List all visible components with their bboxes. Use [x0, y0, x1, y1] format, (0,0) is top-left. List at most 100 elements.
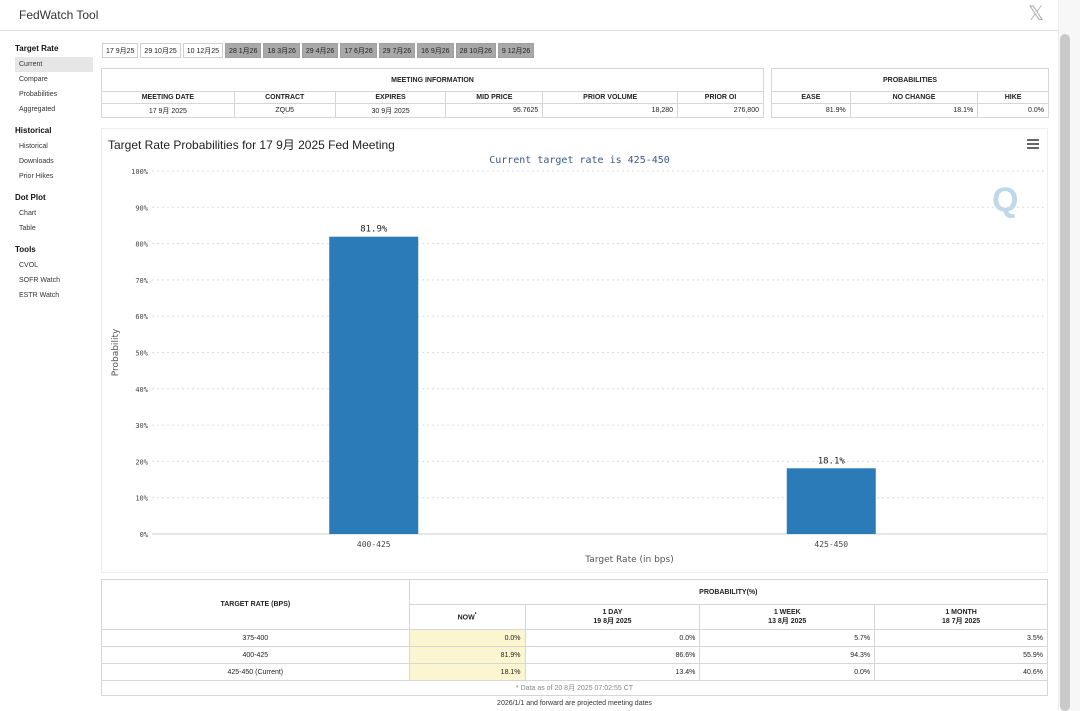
sidebar-item-compare[interactable]: Compare — [19, 76, 48, 83]
col-hike: HIKE — [977, 91, 1049, 104]
y-axis-label: Probability — [111, 328, 121, 376]
col-prior-oi: PRIOR OI — [677, 91, 764, 104]
col-no-change: NO CHANGE — [849, 91, 979, 104]
bar-425-450 — [786, 468, 876, 534]
target-rate-header: TARGET RATE (BPS) — [101, 579, 410, 630]
x-tick-label: 425-450 — [814, 540, 848, 549]
meeting-tab[interactable]: 28 10月26 — [455, 43, 496, 58]
y-tick-label: 60% — [135, 313, 148, 321]
probabilities-heading: PROBABILITIES — [771, 68, 1049, 92]
y-tick-label: 80% — [135, 241, 148, 249]
cell-day: 86.6% — [524, 646, 701, 664]
probability-header: PROBABILITY(%) — [408, 579, 1049, 605]
y-tick-label: 90% — [135, 204, 148, 212]
contract-value: ZQU5 — [233, 103, 336, 118]
meeting-date-value: 17 9月 2025 — [101, 103, 235, 118]
y-tick-label: 50% — [135, 350, 148, 358]
sidebar-item-chart[interactable]: Chart — [19, 210, 37, 217]
prior-volume-value: 18,280 — [542, 103, 679, 118]
col-contract: CONTRACT — [233, 91, 336, 104]
cell-day: 0.0% — [524, 629, 701, 647]
col-expires: EXPIRES — [334, 91, 447, 104]
cell-now: 81.9% — [408, 646, 526, 664]
bar-400-425 — [329, 236, 419, 534]
meeting-date-tabs: 17 9月25 29 10月25 10 12月25 28 1月26 18 3月26 29 … — [102, 43, 535, 58]
y-tick-label: 10% — [135, 495, 148, 503]
sidebar-item-cvol[interactable]: CVOL — [19, 262, 39, 269]
meeting-information-table: MEETING INFORMATION MEETING DATE CONTRAC… — [101, 68, 764, 118]
close-icon[interactable]: 𝕏 — [1028, 3, 1045, 25]
meeting-information-heading: MEETING INFORMATION — [101, 68, 764, 92]
cell-month: 55.9% — [874, 646, 1048, 664]
cell-rate: 400-425 — [101, 646, 410, 664]
sidebar-item-estr-watch[interactable]: ESTR Watch — [19, 292, 60, 299]
sidebar-item-downloads[interactable]: Downloads — [19, 158, 54, 165]
sidebar-item-current[interactable]: Current — [15, 57, 93, 72]
x-axis-label: Target Rate (in bps) — [584, 555, 673, 565]
app-title: FedWatch Tool — [19, 8, 99, 22]
y-tick-label: 40% — [135, 386, 148, 394]
probabilities-summary-table: PROBABILITIES EASE NO CHANGE HIKE 81.9% … — [771, 68, 1049, 118]
target-rate-probability-table: TARGET RATE (BPS) PROBABILITY(%) NOW* 1 … — [101, 579, 1049, 696]
y-tick-label: 20% — [135, 458, 148, 466]
sidebar-item-probabilities[interactable]: Probabilities — [19, 91, 58, 98]
cell-rate: 375-400 — [101, 629, 410, 647]
chart-subtitle: Current target rate is 425-450 — [489, 155, 670, 166]
x-tick-label: 400-425 — [357, 540, 391, 549]
prior-oi-value: 276,800 — [677, 103, 764, 118]
cell-now: 0.0% — [408, 629, 526, 647]
y-tick-label: 0% — [140, 531, 149, 539]
col-meeting-date: MEETING DATE — [101, 91, 235, 104]
sidebar-item-historical[interactable]: Historical — [19, 143, 48, 150]
title-bar: FedWatch Tool 𝕏 — [0, 0, 1058, 31]
no-change-value: 18.1% — [849, 103, 979, 118]
now-header: NOW* — [408, 604, 526, 630]
sidebar-heading: Historical — [15, 126, 52, 135]
cell-week: 94.3% — [699, 646, 876, 664]
meeting-tab[interactable]: 29 7月26 — [378, 43, 416, 58]
sidebar-heading: Dot Plot — [15, 193, 46, 202]
meeting-tab[interactable]: 17 6月26 — [340, 43, 377, 58]
meeting-tab[interactable]: 29 10月25 — [140, 43, 181, 58]
meeting-tab[interactable]: 18 3月26 — [263, 43, 300, 58]
sidebar-heading: Target Rate — [15, 44, 59, 53]
col-prior-volume: PRIOR VOLUME — [542, 91, 679, 104]
data-as-of-note: * Data as of 20 8月 2025 07:02:55 CT — [101, 680, 1048, 696]
cell-month: 3.5% — [874, 629, 1048, 647]
meeting-tab[interactable]: 10 12月25 — [182, 43, 224, 58]
meeting-tab[interactable]: 17 9月25 — [102, 43, 139, 58]
sidebar-item-aggregated[interactable]: Aggregated — [19, 106, 56, 113]
y-tick-label: 70% — [135, 277, 148, 285]
cell-rate: 425-450 (Current) — [101, 663, 410, 681]
y-tick-label: 30% — [135, 422, 148, 430]
y-tick-label: 100% — [131, 168, 149, 176]
hamburger-menu-icon[interactable] — [1027, 139, 1039, 149]
expires-value: 30 9月 2025 — [334, 103, 447, 118]
projected-dates-footnote: 2026/1/1 and forward are projected meeti… — [497, 700, 652, 707]
hike-value: 0.0% — [977, 103, 1049, 118]
data-label: 81.9% — [360, 225, 388, 235]
meeting-tab[interactable]: 16 9月26 — [417, 43, 454, 58]
meeting-tab[interactable]: 9 12月26 — [497, 43, 535, 58]
sidebar-nav: Target Rate Current Compare Probabilities Ag… — [15, 44, 93, 303]
table-row: 400-425 81.9% 86.6% 94.3% 55.9% — [101, 646, 1048, 664]
meeting-tab[interactable]: 29 4月26 — [301, 43, 339, 58]
col-ease: EASE — [771, 91, 851, 104]
scrollbar-thumb[interactable] — [1060, 34, 1070, 711]
sidebar-item-table[interactable]: Table — [19, 225, 36, 232]
table-row: 425-450 (Current) 18.1% 13.4% 0.0% 40.6% — [101, 663, 1048, 681]
one-month-header: 1 MONTH 18 7月 2025 — [874, 604, 1048, 630]
meeting-tab[interactable]: 28 1月26 — [225, 43, 262, 58]
bar-chart: Current target rate is 425-450 0% 10% 20% 30… — [111, 155, 1047, 565]
data-label: 18.1% — [818, 456, 846, 466]
sidebar-item-sofr-watch[interactable]: SOFR Watch — [19, 277, 60, 284]
mid-price-value: 95.7625 — [445, 103, 544, 118]
chart-title: Target Rate Probabilities for 17 9月 2025… — [108, 138, 395, 152]
ease-value: 81.9% — [771, 103, 851, 118]
cell-day: 13.4% — [524, 663, 701, 681]
sidebar-item-prior-hikes[interactable]: Prior Hikes — [19, 173, 54, 180]
probability-chart-panel: Target Rate Probabilities for 17 9月 2025… — [101, 128, 1048, 573]
q-logo-icon: Q — [992, 181, 1019, 219]
one-day-header: 1 DAY 19 8月 2025 — [524, 604, 701, 630]
sidebar-heading: Tools — [15, 245, 36, 254]
